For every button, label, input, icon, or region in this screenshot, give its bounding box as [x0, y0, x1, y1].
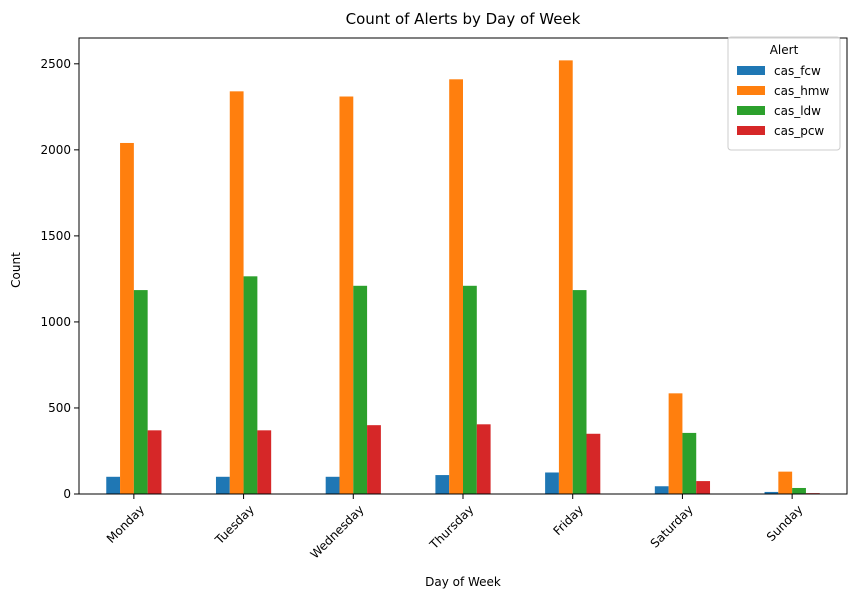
plot-frame [78, 37, 848, 495]
legend-label-cas_hmw: cas_hmw [774, 84, 829, 98]
x-tick-label-saturday: Saturday [648, 502, 696, 550]
bar-cas_ldw-friday [572, 290, 587, 494]
bar-cas_hmw-thursday [449, 79, 463, 495]
legend-label-cas_ldw: cas_ldw [774, 104, 821, 118]
y-tick-label: 1000 [40, 315, 71, 329]
bar-cas_ldw-saturday [682, 432, 697, 494]
x-tick-label-friday: Friday [550, 502, 586, 538]
bar-cas_fcw-sunday [764, 491, 779, 494]
bar-cas_fcw-tuesday [215, 476, 230, 494]
bar-cas_hmw-tuesday [229, 91, 244, 494]
bars-group [106, 60, 820, 495]
x-tick-label-wednesday: Wednesday [308, 502, 367, 561]
bar-cas_ldw-wednesday [353, 285, 368, 494]
legend-swatch-cas_hmw [737, 86, 765, 95]
y-tick-label: 2000 [40, 143, 71, 157]
x-axis-ticks: Monday Tuesday Wednesday Thursday Friday Satu… [104, 494, 806, 561]
y-axis-label: Count [9, 252, 23, 288]
legend-title: Alert [770, 43, 799, 57]
bar-cas_pcw-monday [147, 430, 162, 494]
y-tick-label: 1500 [40, 229, 71, 243]
bar-cas_fcw-friday [545, 472, 559, 494]
bar-cas_pcw-friday [586, 433, 601, 494]
bar-cas_pcw-saturday [696, 481, 711, 494]
bar-cas_hmw-saturday [668, 393, 683, 494]
x-tick-label-monday: Monday [104, 502, 147, 545]
x-tick-label-tuesday: Tuesday [212, 502, 257, 547]
bar-cas_hmw-wednesday [339, 96, 354, 494]
legend-box [727, 36, 841, 151]
y-tick-label: 2500 [40, 57, 71, 71]
legend-swatch-cas_fcw [737, 66, 765, 75]
bar-cas_ldw-sunday [792, 487, 806, 494]
bar-cas_ldw-tuesday [243, 276, 258, 494]
legend-label-cas_pcw: cas_pcw [774, 124, 824, 138]
y-tick-label: 500 [48, 401, 71, 415]
bar-cas_hmw-friday [558, 60, 573, 495]
legend-swatch-cas_ldw [737, 106, 765, 115]
x-tick-label-sunday: Sunday [764, 502, 806, 544]
bar-cas_hmw-sunday [778, 471, 793, 494]
legend: Alert cas_fcw cas_hmw cas_ldw cas_pcw [727, 36, 841, 151]
y-axis-ticks: 0 500 1000 1500 2000 2500 [40, 57, 79, 501]
bar-cas_hmw-monday [120, 142, 134, 494]
legend-swatch-cas_pcw [737, 126, 765, 135]
bar-cas_fcw-saturday [654, 486, 669, 494]
bar-cas_pcw-wednesday [367, 425, 381, 494]
bar-cas_ldw-monday [133, 290, 148, 494]
x-tick-label-thursday: Thursday [426, 502, 476, 552]
legend-label-cas_fcw: cas_fcw [774, 64, 821, 78]
bar-cas_fcw-wednesday [325, 476, 340, 494]
bar-cas_pcw-tuesday [257, 430, 272, 494]
bar-cas_ldw-thursday [463, 285, 477, 494]
bar-cas_pcw-thursday [476, 424, 491, 494]
chart-title: Count of Alerts by Day of Week [346, 10, 581, 28]
bar-cas_fcw-monday [106, 476, 121, 494]
y-tick-label: 0 [63, 487, 71, 501]
bar-cas_fcw-thursday [435, 475, 450, 494]
x-axis-label: Day of Week [425, 575, 501, 589]
